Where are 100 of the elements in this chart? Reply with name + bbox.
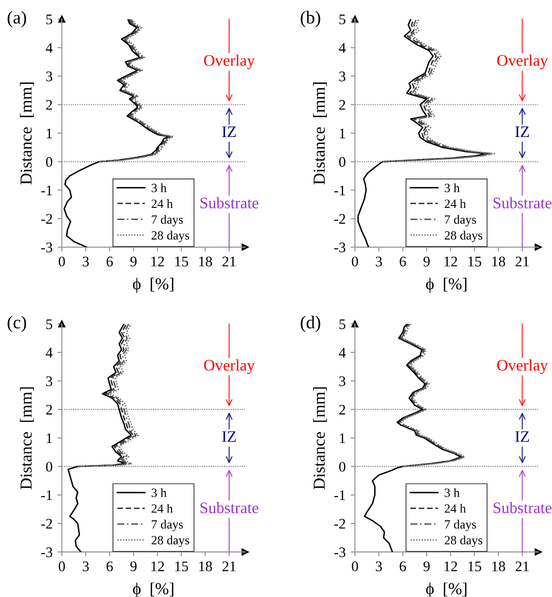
y-tick-label: 2 [339,100,346,110]
annotation: IZ [222,126,236,137]
legend-label: 3 h [152,488,167,498]
y-tick-label: 4 [338,43,346,53]
y-tick-label: -2 [334,518,346,529]
legend-label: 24 h [444,504,466,513]
x-tick-label: 21 [222,561,236,572]
x-tick-label: 9 [423,561,430,572]
legend-label: 3 h [152,183,167,192]
y-tick-label: -3 [334,547,346,558]
x-tick-label: 18 [492,561,506,572]
y-tick-label: 1 [340,128,346,138]
x-tick-label: 18 [199,256,212,266]
x-tick-label: 18 [199,561,212,572]
y-tick-label: 2 [46,404,52,415]
y-tick-label: 5 [46,14,52,24]
y-tick-label: 3 [46,376,52,386]
x-tick-label: 12 [151,561,164,572]
y-tick-label: -3 [41,242,52,252]
y-tick-label: 0 [46,462,52,472]
x-tick-label: 9 [130,256,137,266]
x-tick-label: 6 [106,561,113,572]
x-tick-label: 12 [151,256,164,266]
y-tick-label: 5 [339,14,346,24]
legend-label: 28 days [444,536,482,547]
y-tick-label: 3 [339,72,346,82]
legend-label: 7 days [152,520,183,532]
y-axis-title: Distance [mm] [313,387,327,490]
y-tick-label: -1 [41,490,52,500]
x-tick-label: 12 [444,561,458,572]
x-tick-label: 21 [516,561,529,572]
x-tick-label: 0 [352,256,358,266]
legend-label: 28 days [152,230,190,242]
y-tick-label: -2 [41,214,52,224]
x-tick-label: 3 [376,256,382,266]
legend-label: 28 days [152,536,190,547]
x-tick-label: 12 [444,256,458,266]
y-axis-title: Distance [mm] [313,82,327,184]
legend-label: 3 h [444,183,460,192]
y-tick-label: -1 [334,490,346,500]
x-tick-label: 6 [400,561,406,572]
x-tick-label: 15 [468,562,482,572]
x-tick-label: 9 [130,561,137,572]
annotation: IZ [515,431,529,442]
legend-label: 7 days [445,520,476,532]
y-tick-label: 3 [339,376,346,386]
y-axis-title: Distance [mm] [20,387,34,490]
annotation: Substrate [494,197,552,208]
x-tick-label: 0 [58,561,65,572]
y-tick-label: 4 [46,348,53,358]
x-tick-label: 9 [423,256,430,266]
y-tick-label: -1 [41,186,52,196]
x-tick-label: 15 [175,256,188,266]
legend-label: 3 h [444,488,460,498]
x-tick-label: 3 [82,256,89,266]
x-axis-title: ϕ [%] [426,278,466,293]
annotation: Substrate [494,502,552,514]
annotation: Overlay [204,359,255,374]
chart-title: (d) [300,316,320,332]
legend-label: 24 h [152,199,173,208]
y-tick-label: 4 [46,43,53,53]
x-tick-label: 0 [352,561,358,572]
y-tick-label: -3 [41,547,52,558]
x-tick-label: 6 [106,256,113,266]
y-tick-label: 1 [340,433,346,444]
x-tick-label: 21 [222,256,236,266]
x-tick-label: 15 [175,562,188,572]
chart-title: (a) [8,10,26,28]
annotation: Substrate [200,502,258,514]
annotation: IZ [515,126,529,137]
y-tick-label: -1 [334,186,346,196]
y-tick-label: 3 [46,72,52,82]
annotation: Substrate [200,197,258,208]
x-tick-label: 3 [376,561,382,572]
y-tick-label: 5 [339,319,346,330]
y-tick-label: 4 [338,348,346,358]
x-tick-label: 0 [58,256,65,266]
legend-label: 24 h [444,199,466,208]
x-tick-label: 6 [400,256,406,266]
legend-label: 7 days [152,214,183,226]
legend-label: 28 days [444,230,482,242]
annotation: Overlay [204,54,255,70]
legend-label: 7 days [445,214,476,226]
y-tick-label: 1 [46,433,52,444]
y-axis-title: Distance [mm] [20,82,34,184]
x-tick-label: 15 [468,256,482,266]
y-tick-label: 0 [46,157,52,167]
x-axis-title: ϕ [%] [132,278,174,293]
chart-title: (c) [8,316,26,332]
y-tick-label: 0 [339,157,346,167]
y-tick-label: 2 [339,404,346,415]
y-tick-label: 1 [46,128,52,138]
legend-label: 24 h [152,504,173,513]
y-tick-label: 0 [339,462,346,472]
y-tick-label: 2 [46,100,52,110]
chart-title: (b) [300,10,320,28]
annotation: Overlay [497,359,548,374]
y-tick-label: 5 [46,319,52,330]
x-tick-label: 3 [82,561,89,572]
x-tick-label: 18 [492,256,506,266]
